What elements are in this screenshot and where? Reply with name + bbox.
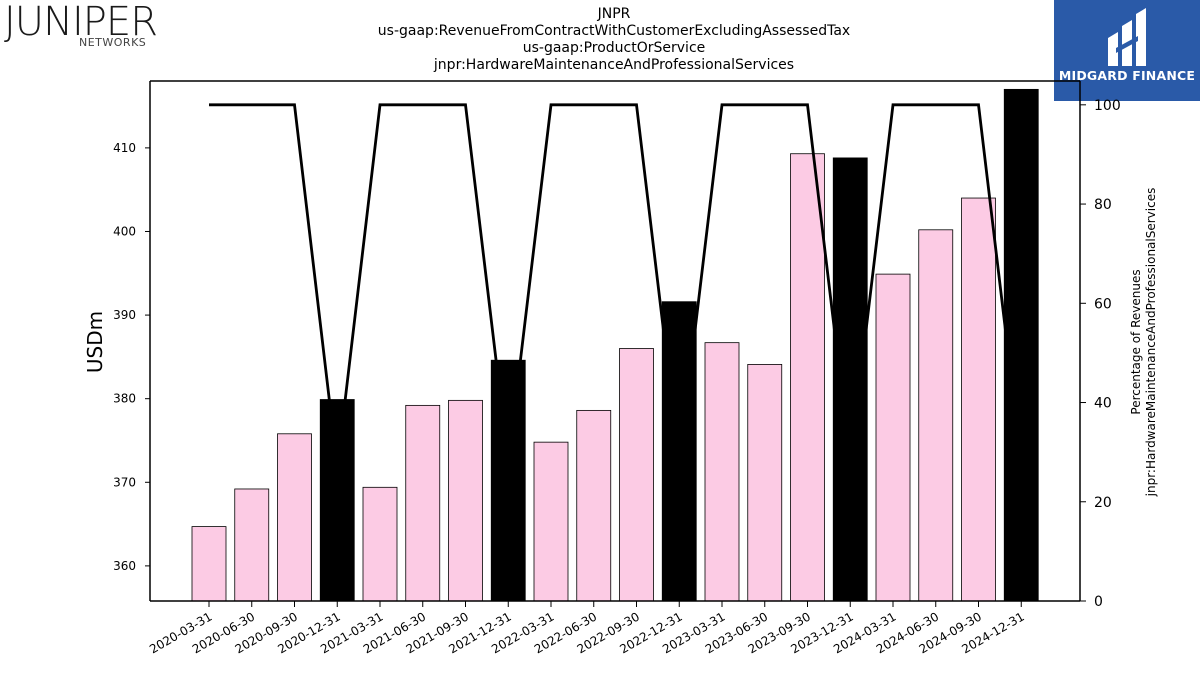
juniper-networks-label: NETWORKS: [79, 36, 147, 49]
y-tick-label-360: 360: [113, 559, 136, 573]
bar-2022-09-30: [619, 348, 654, 602]
juniper-logo: JUNIPER NETWORKS: [4, 2, 164, 50]
y2-tick-label-20: 20: [1094, 495, 1112, 511]
y2-tick-label-0: 0: [1094, 594, 1103, 610]
y2-tick-label-80: 80: [1094, 197, 1112, 213]
bars-group: [191, 88, 1039, 602]
y2-tick-label-60: 60: [1094, 296, 1112, 312]
title-line-concept: us-gaap:RevenueFromContractWithCustomerE…: [377, 23, 851, 39]
y-tick-label-400: 400: [113, 224, 136, 238]
y2-axis-label: Percentage of Revenues jnpr:HardwareMain…: [1129, 188, 1159, 497]
juniper-wordmark: JUNIPER: [4, 0, 158, 45]
percentage-line-group: [209, 103, 1023, 468]
title-line-axis: us-gaap:ProductOrService: [522, 40, 706, 56]
title-line-ticker: JNPR: [597, 6, 631, 22]
bar-2020-06-30: [234, 488, 270, 602]
percentage-line: [209, 103, 1023, 468]
y-tick-label-370: 370: [113, 475, 136, 489]
y2-axis-label-line2: jnpr:HardwareMaintenanceAndProfessionalS…: [1144, 187, 1158, 497]
bar-2023-09-30: [790, 153, 825, 602]
y2-tick-label-100: 100: [1094, 98, 1121, 114]
bar-2021-09-30: [448, 399, 483, 602]
midgard-finance-text: MIDGARD FINANCE: [1058, 68, 1196, 83]
bar-2022-06-30: [576, 409, 612, 602]
bar-2021-03-31: [362, 486, 398, 602]
chart-title: JNPR us-gaap:RevenueFromContractWithCust…: [314, 6, 914, 74]
bar-2022-03-31: [533, 441, 569, 602]
bar-2024-09-30: [961, 197, 996, 602]
title-line-member: jnpr:HardwareMaintenanceAndProfessionalS…: [433, 57, 795, 73]
bar-2023-06-30: [747, 364, 783, 602]
midgard-mark-icon: [1108, 8, 1146, 66]
bar-2024-06-30: [918, 229, 954, 602]
bar-2023-03-31: [704, 342, 740, 602]
bar-2023-12-31: [832, 157, 868, 602]
y2-axis-label-line1: Percentage of Revenues: [1129, 269, 1143, 415]
bar-2020-12-31: [319, 399, 355, 602]
bar-2020-09-30: [277, 433, 312, 602]
bar-2024-12-31: [1003, 88, 1039, 602]
bar-2020-03-31: [191, 526, 227, 602]
y-axis-label: USDm: [83, 310, 107, 374]
midgard-finance-logo: MIDGARD FINANCE: [1054, 0, 1200, 101]
y-tick-label-380: 380: [113, 392, 136, 406]
bar-2021-06-30: [405, 404, 441, 602]
bar-2024-03-31: [875, 273, 911, 602]
bar-2021-12-31: [490, 359, 526, 602]
y-tick-label-390: 390: [113, 308, 136, 322]
y-tick-label-410: 410: [113, 141, 136, 155]
y2-tick-label-40: 40: [1094, 396, 1112, 412]
